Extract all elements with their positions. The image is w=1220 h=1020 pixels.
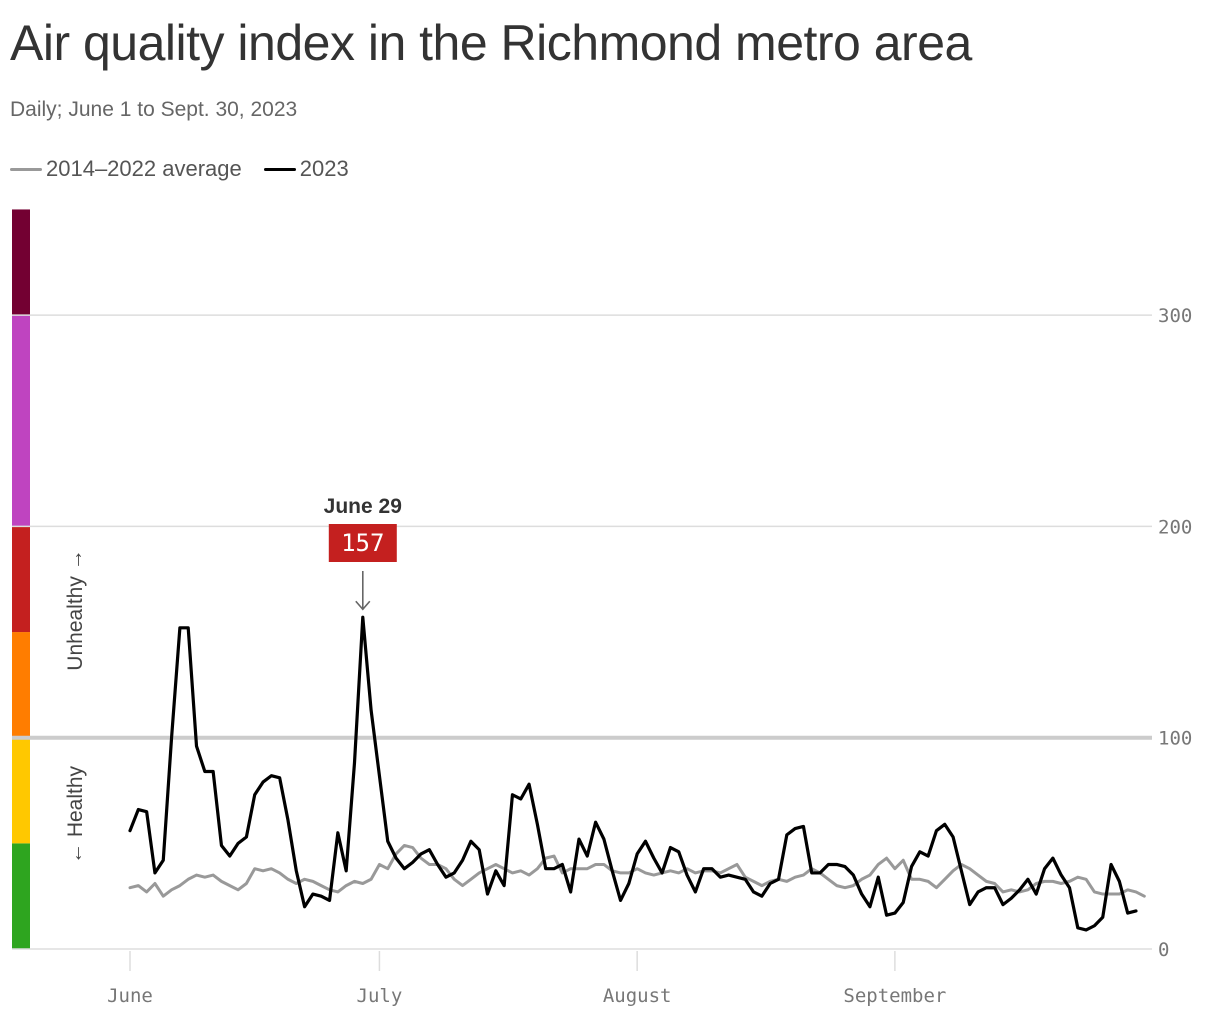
zone-labels: Unhealthy → ← Healthy (64, 549, 87, 864)
chart-title: Air quality index in the Richmond metro … (10, 15, 972, 71)
legend-label-2023: 2023 (299, 156, 349, 181)
aqi-color-bands (12, 209, 30, 949)
x-tick-label: September (843, 985, 946, 1007)
annotation-value: 157 (341, 529, 384, 557)
y-tick-label: 100 (1158, 728, 1192, 750)
aqi-band-100-150 (12, 632, 30, 738)
aqi-line-chart: 0 100 200 300 June July August September Unhea… (12, 209, 1192, 1007)
y-tick-label: 200 (1158, 516, 1192, 538)
y-tick-label: 300 (1158, 305, 1192, 327)
x-tick-label: July (357, 985, 403, 1007)
annotation-value-box (328, 524, 397, 562)
series-lines (128, 615, 1146, 932)
annotation-arrowhead (355, 600, 371, 611)
legend-item-average: 2014–2022 average (10, 156, 242, 182)
x-tick-label: June (107, 985, 153, 1007)
aqi-band-200-300 (12, 315, 30, 527)
x-tick-label: August (603, 985, 672, 1007)
x-axis-ticks: June July August September (107, 951, 946, 1007)
annotation-date: June 29 (324, 495, 402, 518)
zone-label-unhealthy: Unhealthy → (64, 549, 87, 670)
aqi-band-300-350 (12, 209, 30, 316)
chart-subtitle: Daily; June 1 to Sept. 30, 2023 (10, 98, 298, 121)
aqi-band-150-200 (12, 526, 30, 633)
y-tick-label: 0 (1158, 939, 1169, 961)
legend-swatch-average (10, 167, 42, 171)
aqi-band-50-100 (12, 737, 30, 844)
legend-swatch-2023 (263, 167, 296, 171)
legend-label-average: 2014–2022 average (46, 156, 242, 181)
legend-item-2023: 2023 (263, 156, 349, 182)
peak-annotation: June 29 157 (324, 495, 402, 611)
y-axis-ticks: 0 100 200 300 (1158, 305, 1192, 961)
legend: 2014–2022 average 2023 (10, 156, 371, 182)
gridlines (12, 314, 1152, 950)
aqi-band-0-50 (12, 843, 30, 949)
zone-label-healthy: ← Healthy (64, 765, 87, 864)
series-line-2023 (128, 615, 1138, 932)
